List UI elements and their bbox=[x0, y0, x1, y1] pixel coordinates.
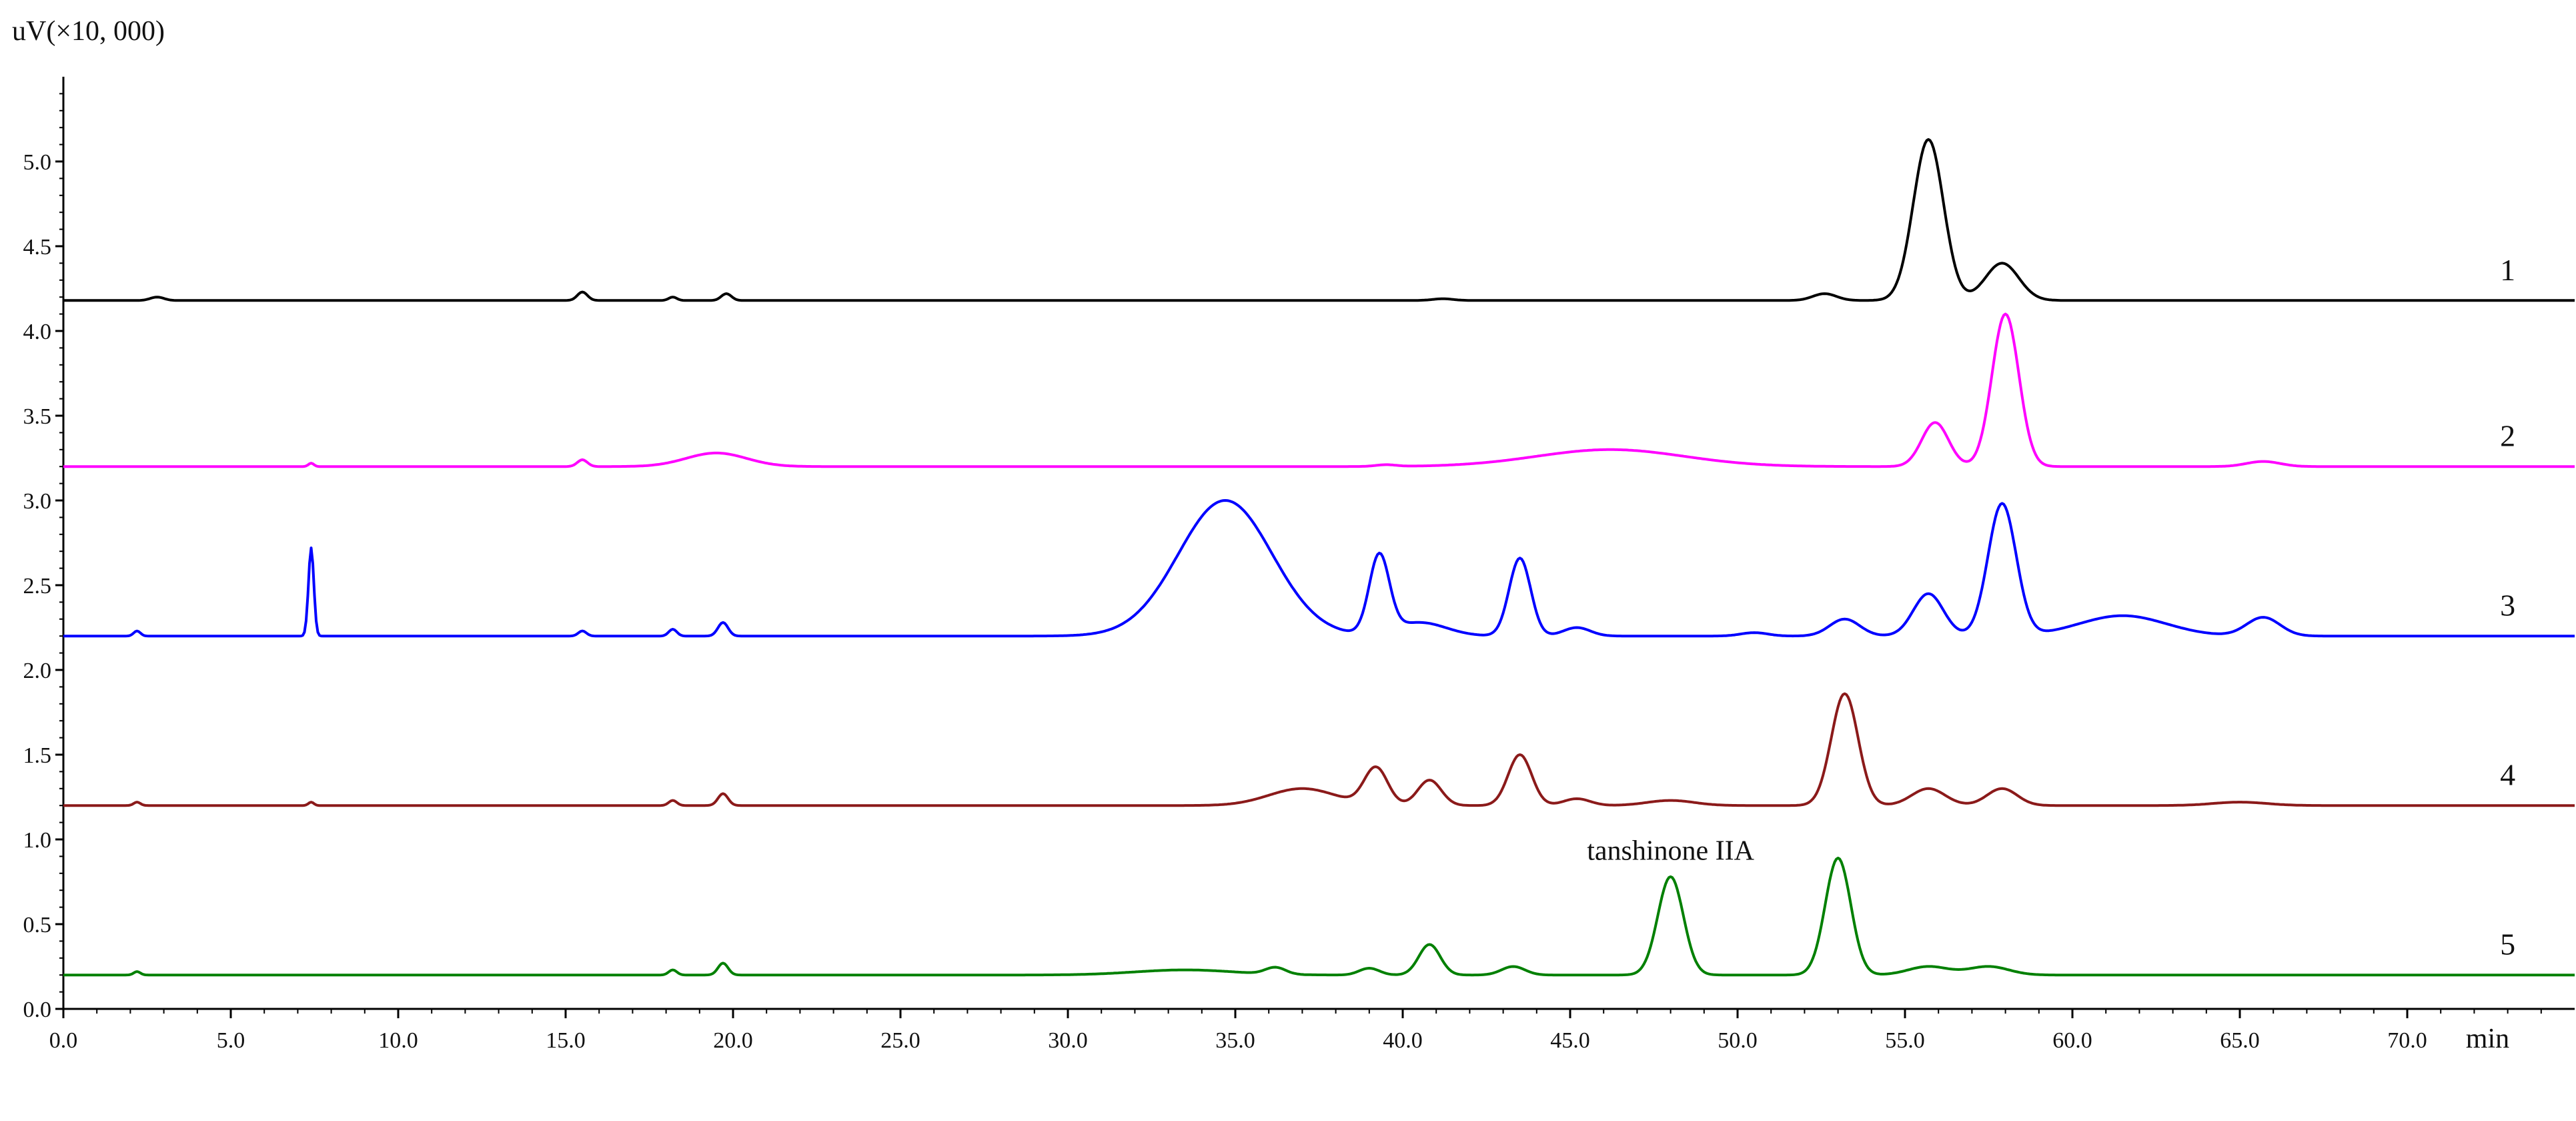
trace-3-label: 3 bbox=[2500, 589, 2515, 623]
y-tick-label: 4.0 bbox=[23, 320, 52, 344]
y-tick-label: 2.5 bbox=[23, 574, 52, 599]
y-tick-label: 2.0 bbox=[23, 659, 52, 683]
x-tick-label: 60.0 bbox=[2052, 1028, 2092, 1053]
trace-4-line bbox=[63, 692, 2575, 807]
y-tick-label: 1.0 bbox=[23, 828, 52, 853]
trace-2-line bbox=[63, 312, 2575, 468]
x-tick-label: 50.0 bbox=[1718, 1028, 1758, 1053]
x-tick-label: 25.0 bbox=[880, 1028, 920, 1053]
x-tick-label: 45.0 bbox=[1550, 1028, 1590, 1053]
x-tick-label: 35.0 bbox=[1215, 1028, 1255, 1053]
axes-layer: 0.0 0.5 1.0 1.5 2.0 2.5 3.0 3.5 4.0 4.5 5.0 0.0 5.0 1… bbox=[23, 77, 2575, 1053]
trace-4-label: 4 bbox=[2500, 758, 2515, 792]
trace-5-label: 5 bbox=[2500, 927, 2515, 962]
x-tick-label: 30.0 bbox=[1048, 1028, 1088, 1053]
y-tick-label: 0.0 bbox=[23, 998, 52, 1022]
traces-layer bbox=[63, 138, 2575, 977]
x-axis-label: min bbox=[2466, 1024, 2509, 1054]
x-tick-label: 40.0 bbox=[1383, 1028, 1423, 1053]
y-tick-label: 3.5 bbox=[23, 404, 52, 429]
y-tick-label: 3.0 bbox=[23, 489, 52, 514]
labels-layer: uV(×10, 000) min 1 2 3 4 5 tanshinone IIA bbox=[12, 16, 2515, 1054]
y-axis-unit-label: uV(×10, 000) bbox=[12, 16, 165, 47]
peak-annotation: tanshinone IIA bbox=[1587, 835, 1754, 866]
x-tick-label: 10.0 bbox=[378, 1028, 418, 1053]
trace-2-label: 2 bbox=[2500, 419, 2515, 453]
y-tick-label: 1.5 bbox=[23, 743, 52, 768]
x-tick-label: 20.0 bbox=[713, 1028, 753, 1053]
x-tick-label: 65.0 bbox=[2220, 1028, 2260, 1053]
trace-5-line bbox=[63, 856, 2575, 977]
x-tick-label: 55.0 bbox=[1885, 1028, 1925, 1053]
y-tick-label: 0.5 bbox=[23, 913, 52, 938]
x-tick-label: 70.0 bbox=[2387, 1028, 2427, 1053]
trace-3-line bbox=[63, 499, 2575, 638]
x-tick-label: 0.0 bbox=[49, 1028, 78, 1053]
y-tick-label: 5.0 bbox=[23, 150, 52, 175]
x-tick-label: 15.0 bbox=[546, 1028, 586, 1053]
trace-1-label: 1 bbox=[2500, 253, 2515, 287]
x-tick-label: 5.0 bbox=[217, 1028, 245, 1053]
trace-1-line bbox=[63, 138, 2575, 302]
y-tick-label: 4.5 bbox=[23, 235, 52, 260]
